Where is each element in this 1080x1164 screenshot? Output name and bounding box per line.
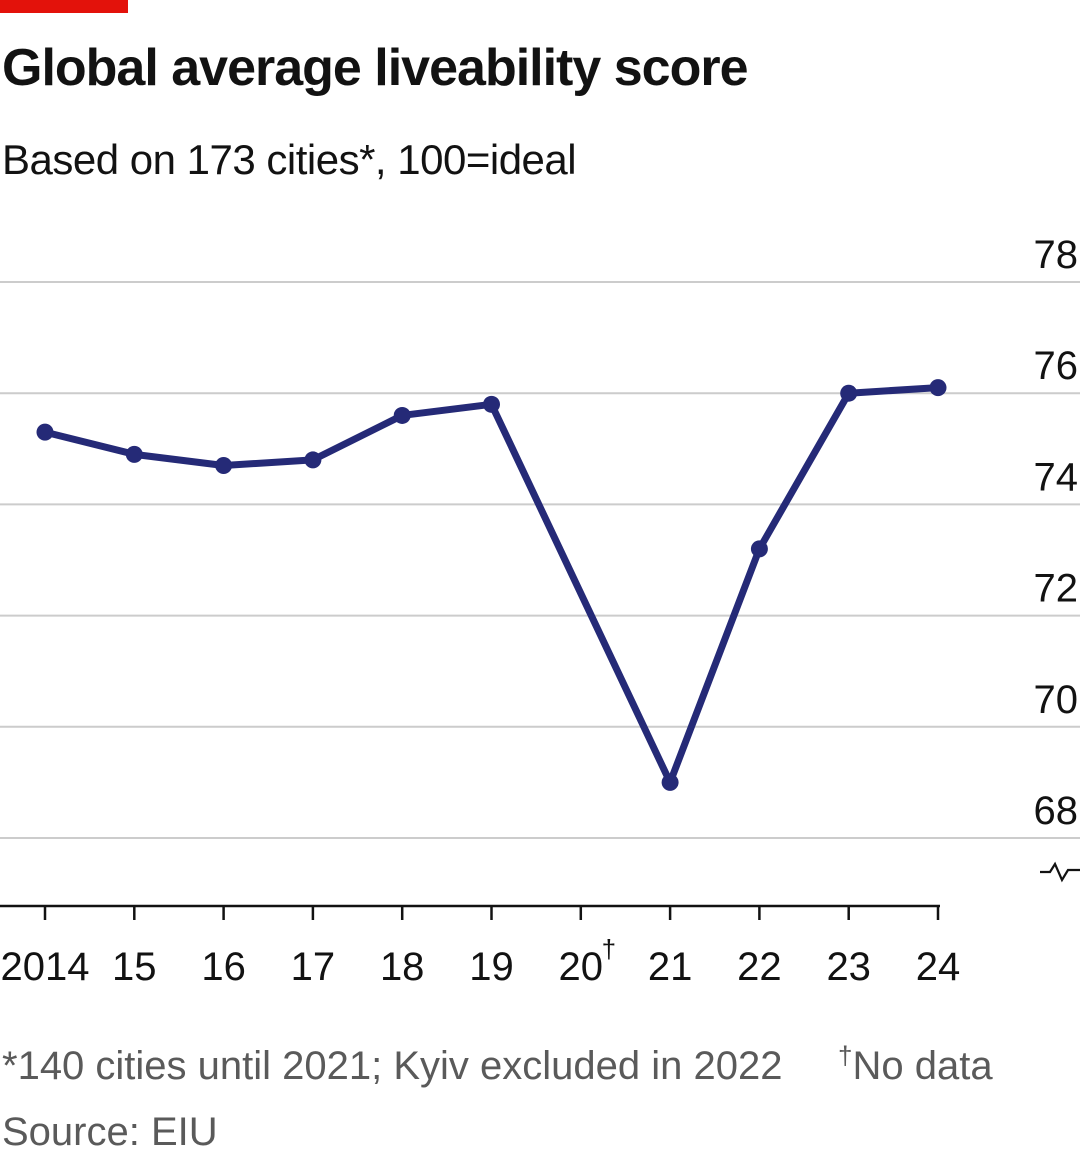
data-point-17: [304, 451, 322, 469]
chart-subtitle: Based on 173 cities*, 100=ideal: [2, 136, 577, 183]
data-point-23: [840, 384, 858, 402]
x-tick-label-20: 20: [559, 945, 604, 989]
data-point-18: [393, 406, 411, 424]
x-tick-label-24: 24: [916, 945, 961, 989]
x-tick-mark-20: †: [602, 934, 616, 964]
x-tick-label-21: 21: [648, 945, 693, 989]
x-tick-label-16: 16: [201, 945, 246, 989]
x-tick-label-18: 18: [380, 945, 425, 989]
footnote-cities: *140 cities until 2021; Kyiv excluded in…: [2, 1044, 783, 1088]
x-tick-label-19: 19: [469, 945, 514, 989]
y-tick-label-72: 72: [1034, 567, 1079, 611]
x-tick-label-15: 15: [112, 945, 157, 989]
y-tick-label-78: 78: [1034, 233, 1079, 277]
y-tick-label-74: 74: [1034, 455, 1079, 499]
data-point-19: [483, 395, 500, 413]
source-note: Source: EIU: [2, 1110, 218, 1154]
footnote-dagger: †: [838, 1040, 853, 1071]
data-point-24: [929, 379, 947, 397]
data-point-2014: [36, 423, 54, 441]
axis-break-symbol: [1040, 861, 1080, 883]
footnote-no-data: †No data: [838, 1040, 993, 1089]
y-tick-label-68: 68: [1034, 789, 1079, 833]
data-point-22: [750, 540, 768, 558]
x-tick-label-23: 23: [826, 945, 871, 989]
data-point-15: [125, 445, 143, 463]
x-tick-label-2014: 2014: [1, 945, 90, 989]
y-tick-label-70: 70: [1034, 678, 1079, 722]
x-tick-label-17: 17: [291, 945, 336, 989]
y-tick-label-76: 76: [1034, 344, 1079, 388]
brand-accent-bar: [0, 0, 128, 13]
series-line-0: [41, 384, 942, 786]
chart-title: Global average liveability score: [2, 39, 748, 97]
x-tick-label-22: 22: [737, 945, 782, 989]
line-chart: 68 70 72 74 76 78 2014 15 16 17 18 19 20† 21 22 23 24: [0, 233, 1080, 989]
data-point-21: [661, 773, 679, 791]
data-point-16: [215, 456, 233, 474]
footnote-no-data-text: No data: [852, 1044, 993, 1088]
